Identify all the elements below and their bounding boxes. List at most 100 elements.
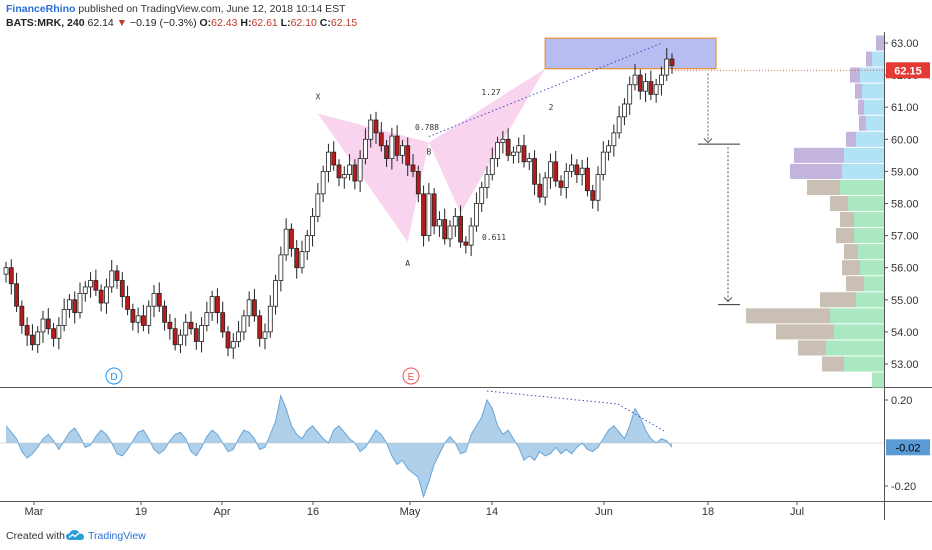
candle-up xyxy=(135,315,141,323)
candle-up xyxy=(109,270,115,288)
candle-up xyxy=(447,225,453,240)
candle-down xyxy=(669,58,675,66)
price-tick-label: 55.00 xyxy=(891,295,919,307)
candle-down xyxy=(352,164,358,182)
divergence-line-price xyxy=(428,42,663,137)
candle-up xyxy=(77,292,83,314)
price-tick-label: 57.00 xyxy=(891,231,919,243)
down-arrow-icon: ▼ xyxy=(116,17,128,29)
publisher-name[interactable]: FinanceRhino xyxy=(6,3,76,15)
candle-up xyxy=(151,292,157,307)
candle-up xyxy=(246,299,252,317)
pattern-point-label: X xyxy=(315,93,320,102)
candle-down xyxy=(558,180,564,188)
candle-up xyxy=(474,203,479,227)
volume-profile-down-bar xyxy=(876,35,884,51)
candle-down xyxy=(294,248,300,269)
open-value: 62.43 xyxy=(211,17,238,29)
candle-up xyxy=(516,145,522,153)
candle-up xyxy=(178,334,183,346)
candle-up xyxy=(622,103,627,118)
candle-up xyxy=(209,296,215,314)
candle-up xyxy=(500,138,506,143)
candle-up xyxy=(104,286,109,304)
price-tick-label: 59.00 xyxy=(891,166,919,178)
time-tick-label: Jun xyxy=(595,506,613,518)
price-tick-label: 60.00 xyxy=(891,134,919,146)
volume-profile-down-bar xyxy=(858,99,864,115)
candle-up xyxy=(400,145,405,156)
created-with-text: Created with xyxy=(6,530,65,542)
candle-up xyxy=(304,235,310,253)
pattern-ratio-label: 2 xyxy=(549,103,554,112)
candle-down xyxy=(162,305,167,323)
candle-up xyxy=(357,158,363,182)
candle-down xyxy=(119,280,125,297)
candle-up xyxy=(82,286,88,294)
candle-down xyxy=(45,318,51,330)
candle-up xyxy=(310,215,315,236)
candle-up xyxy=(230,341,236,349)
candle-up xyxy=(56,325,62,339)
tradingview-brand-link[interactable]: TradingView xyxy=(88,530,146,542)
candle-up xyxy=(88,280,93,288)
candle-down xyxy=(51,328,56,339)
low-label: L: xyxy=(280,17,291,29)
volume-profile-up-bar xyxy=(872,51,884,67)
candle-down xyxy=(220,312,226,333)
symbol-label[interactable]: BATS:MRK, 240 xyxy=(6,17,85,29)
candle-down xyxy=(590,190,596,201)
candle-down xyxy=(410,164,416,172)
candle-up xyxy=(315,193,321,217)
candle-up xyxy=(278,254,284,281)
candle-up xyxy=(426,193,432,236)
candle-up xyxy=(389,135,395,159)
candle-down xyxy=(167,321,173,330)
candle-down xyxy=(532,158,537,185)
price-tick-label: 56.00 xyxy=(891,263,919,275)
close-label: C: xyxy=(319,17,331,29)
candle-down xyxy=(8,267,14,285)
candle-down xyxy=(188,321,194,330)
candle-up xyxy=(40,318,46,333)
target-arrowhead-2 xyxy=(723,297,733,303)
volume-profile-down-bar xyxy=(790,163,842,179)
oscillator-line xyxy=(5,393,673,499)
volume-profile-down-bar xyxy=(842,260,860,276)
high-value: 62.61 xyxy=(251,17,278,29)
candle-up xyxy=(632,74,638,86)
time-tick-label: May xyxy=(400,506,421,518)
candle-down xyxy=(415,170,421,195)
volume-profile-up-bar xyxy=(834,324,884,340)
volume-profile-down-bar xyxy=(830,195,848,212)
volume-profile-down-bar xyxy=(850,67,860,83)
volume-profile-up-bar xyxy=(826,340,884,356)
candle-down xyxy=(24,325,30,336)
candle-up xyxy=(320,170,326,195)
price-tick-label: 53.00 xyxy=(891,359,919,371)
volume-profile-down-bar xyxy=(840,212,854,228)
candle-up xyxy=(526,158,532,163)
volume-profile-up-bar xyxy=(864,99,884,115)
candle-down xyxy=(637,74,643,92)
candle-down xyxy=(384,145,389,159)
candle-up xyxy=(35,331,41,346)
volume-profile-up-bar xyxy=(844,356,884,372)
candle-down xyxy=(463,241,469,246)
candle-up xyxy=(569,164,574,172)
candle-up xyxy=(437,219,442,227)
tradingview-cloud-icon[interactable] xyxy=(66,529,84,541)
last-price-tag xyxy=(886,62,930,79)
pattern-ratio-label: 0.788 xyxy=(415,123,439,132)
candle-up xyxy=(653,84,659,95)
oscillator-area xyxy=(6,395,672,497)
volume-profile-up-bar xyxy=(840,179,884,195)
volume-profile-down-bar xyxy=(866,51,872,67)
candle-down xyxy=(130,309,136,323)
prz-box xyxy=(544,37,717,70)
volume-profile-up-bar xyxy=(872,372,884,388)
time-tick-label: Jul xyxy=(790,506,804,518)
plot-background xyxy=(0,32,932,520)
candle-up xyxy=(146,305,152,326)
